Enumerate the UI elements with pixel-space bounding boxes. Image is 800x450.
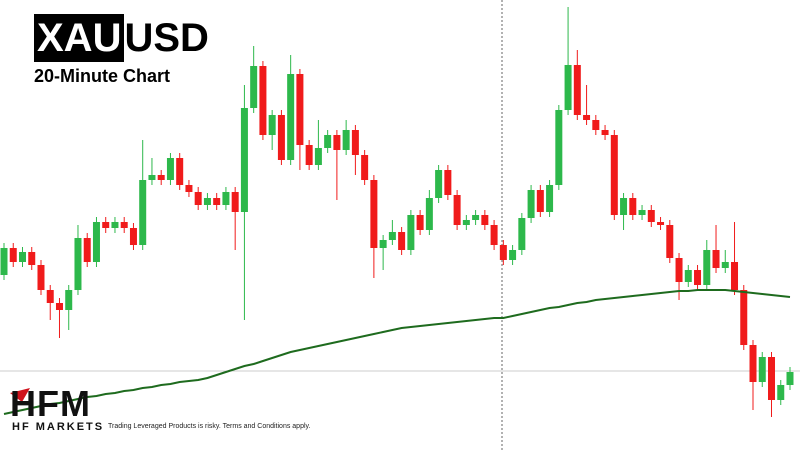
candle-body (259, 66, 267, 135)
candle-body (601, 130, 609, 135)
candle-body (398, 232, 406, 250)
logo-mark (10, 388, 30, 402)
candle-body (749, 345, 757, 382)
candle-body (268, 115, 276, 135)
candle-body (194, 192, 202, 205)
company: HF MARKETS (12, 421, 105, 433)
moving-average (3, 289, 791, 415)
candle-body (9, 248, 17, 262)
candle-body (157, 175, 165, 180)
title-rest: USD (124, 16, 209, 60)
candle-body (342, 130, 350, 150)
candle-body (240, 108, 248, 212)
candle-body (74, 238, 82, 290)
candle-body (499, 245, 507, 260)
candle-body (287, 74, 295, 160)
candle-body (166, 158, 174, 180)
candle-body (296, 74, 304, 145)
candle-body (453, 195, 461, 225)
candle-body (370, 180, 378, 248)
candle-body (185, 185, 193, 192)
candle-body (18, 252, 26, 262)
candle-body (361, 155, 369, 180)
candle-body (277, 115, 285, 160)
candle-body (536, 190, 544, 212)
candle-body (583, 115, 591, 120)
candle-body (694, 270, 702, 285)
candle-body (647, 210, 655, 222)
candle-body (148, 175, 156, 180)
candle-body (740, 290, 748, 345)
candle-body (120, 222, 128, 228)
candle-body (518, 218, 526, 250)
candle-body (314, 148, 322, 165)
candle-body (37, 265, 45, 290)
candle-body (527, 190, 535, 218)
candle-body (657, 222, 665, 225)
candle-body (666, 225, 674, 258)
candle-body (684, 270, 692, 282)
logo: HFM (10, 383, 91, 424)
candle-body (610, 135, 618, 215)
candle-body (435, 170, 443, 198)
candle-body (509, 250, 517, 260)
candle-body (731, 262, 739, 290)
candle-body (555, 110, 563, 185)
candle-body (129, 228, 137, 245)
candle-body (333, 135, 341, 150)
candle-body (564, 65, 572, 110)
candle-body (222, 192, 230, 205)
subtitle: 20-Minute Chart (34, 66, 171, 86)
candle-body (490, 225, 498, 245)
candle-body (462, 220, 470, 225)
candle-body (777, 385, 785, 400)
candle-body (111, 222, 119, 228)
candle-body (444, 170, 452, 195)
candle-body (425, 198, 433, 230)
disclaimer: Trading Leveraged Products is risky. Ter… (108, 423, 311, 430)
candle-body (638, 210, 646, 215)
candle-body (203, 198, 211, 205)
candle-body (620, 198, 628, 215)
candle-body (712, 250, 720, 268)
candle-body (472, 215, 480, 220)
candle-body (0, 248, 8, 275)
candle-body (768, 357, 776, 400)
candle-body (176, 158, 184, 185)
candle-body (65, 290, 73, 310)
candle-body (481, 215, 489, 225)
candle-body (55, 303, 63, 310)
candle-body (629, 198, 637, 215)
candle-body (250, 66, 258, 108)
candle-body (305, 145, 313, 165)
candle-body (703, 250, 711, 285)
candle-body (231, 192, 239, 212)
candle-body (92, 222, 100, 262)
candle-body (139, 180, 147, 245)
candle-body (102, 222, 110, 228)
candle-body (786, 372, 794, 385)
candle-body (351, 130, 359, 155)
candle-body (758, 357, 766, 382)
candle-body (388, 232, 396, 240)
candle-body (592, 120, 600, 130)
candle-body (213, 198, 221, 205)
candle-body (83, 238, 91, 262)
candle-body (379, 240, 387, 248)
candle-body (407, 215, 415, 250)
candle-body (721, 262, 729, 268)
title-highlight: XAU (34, 14, 125, 62)
candle-body (573, 65, 581, 115)
candle-body (546, 185, 554, 212)
candle-body (675, 258, 683, 282)
candle-body (416, 215, 424, 230)
candle-body (324, 135, 332, 148)
candles (0, 7, 794, 417)
title: XAU USD (34, 14, 209, 62)
candle-body (46, 290, 54, 303)
candle-body (28, 252, 36, 265)
